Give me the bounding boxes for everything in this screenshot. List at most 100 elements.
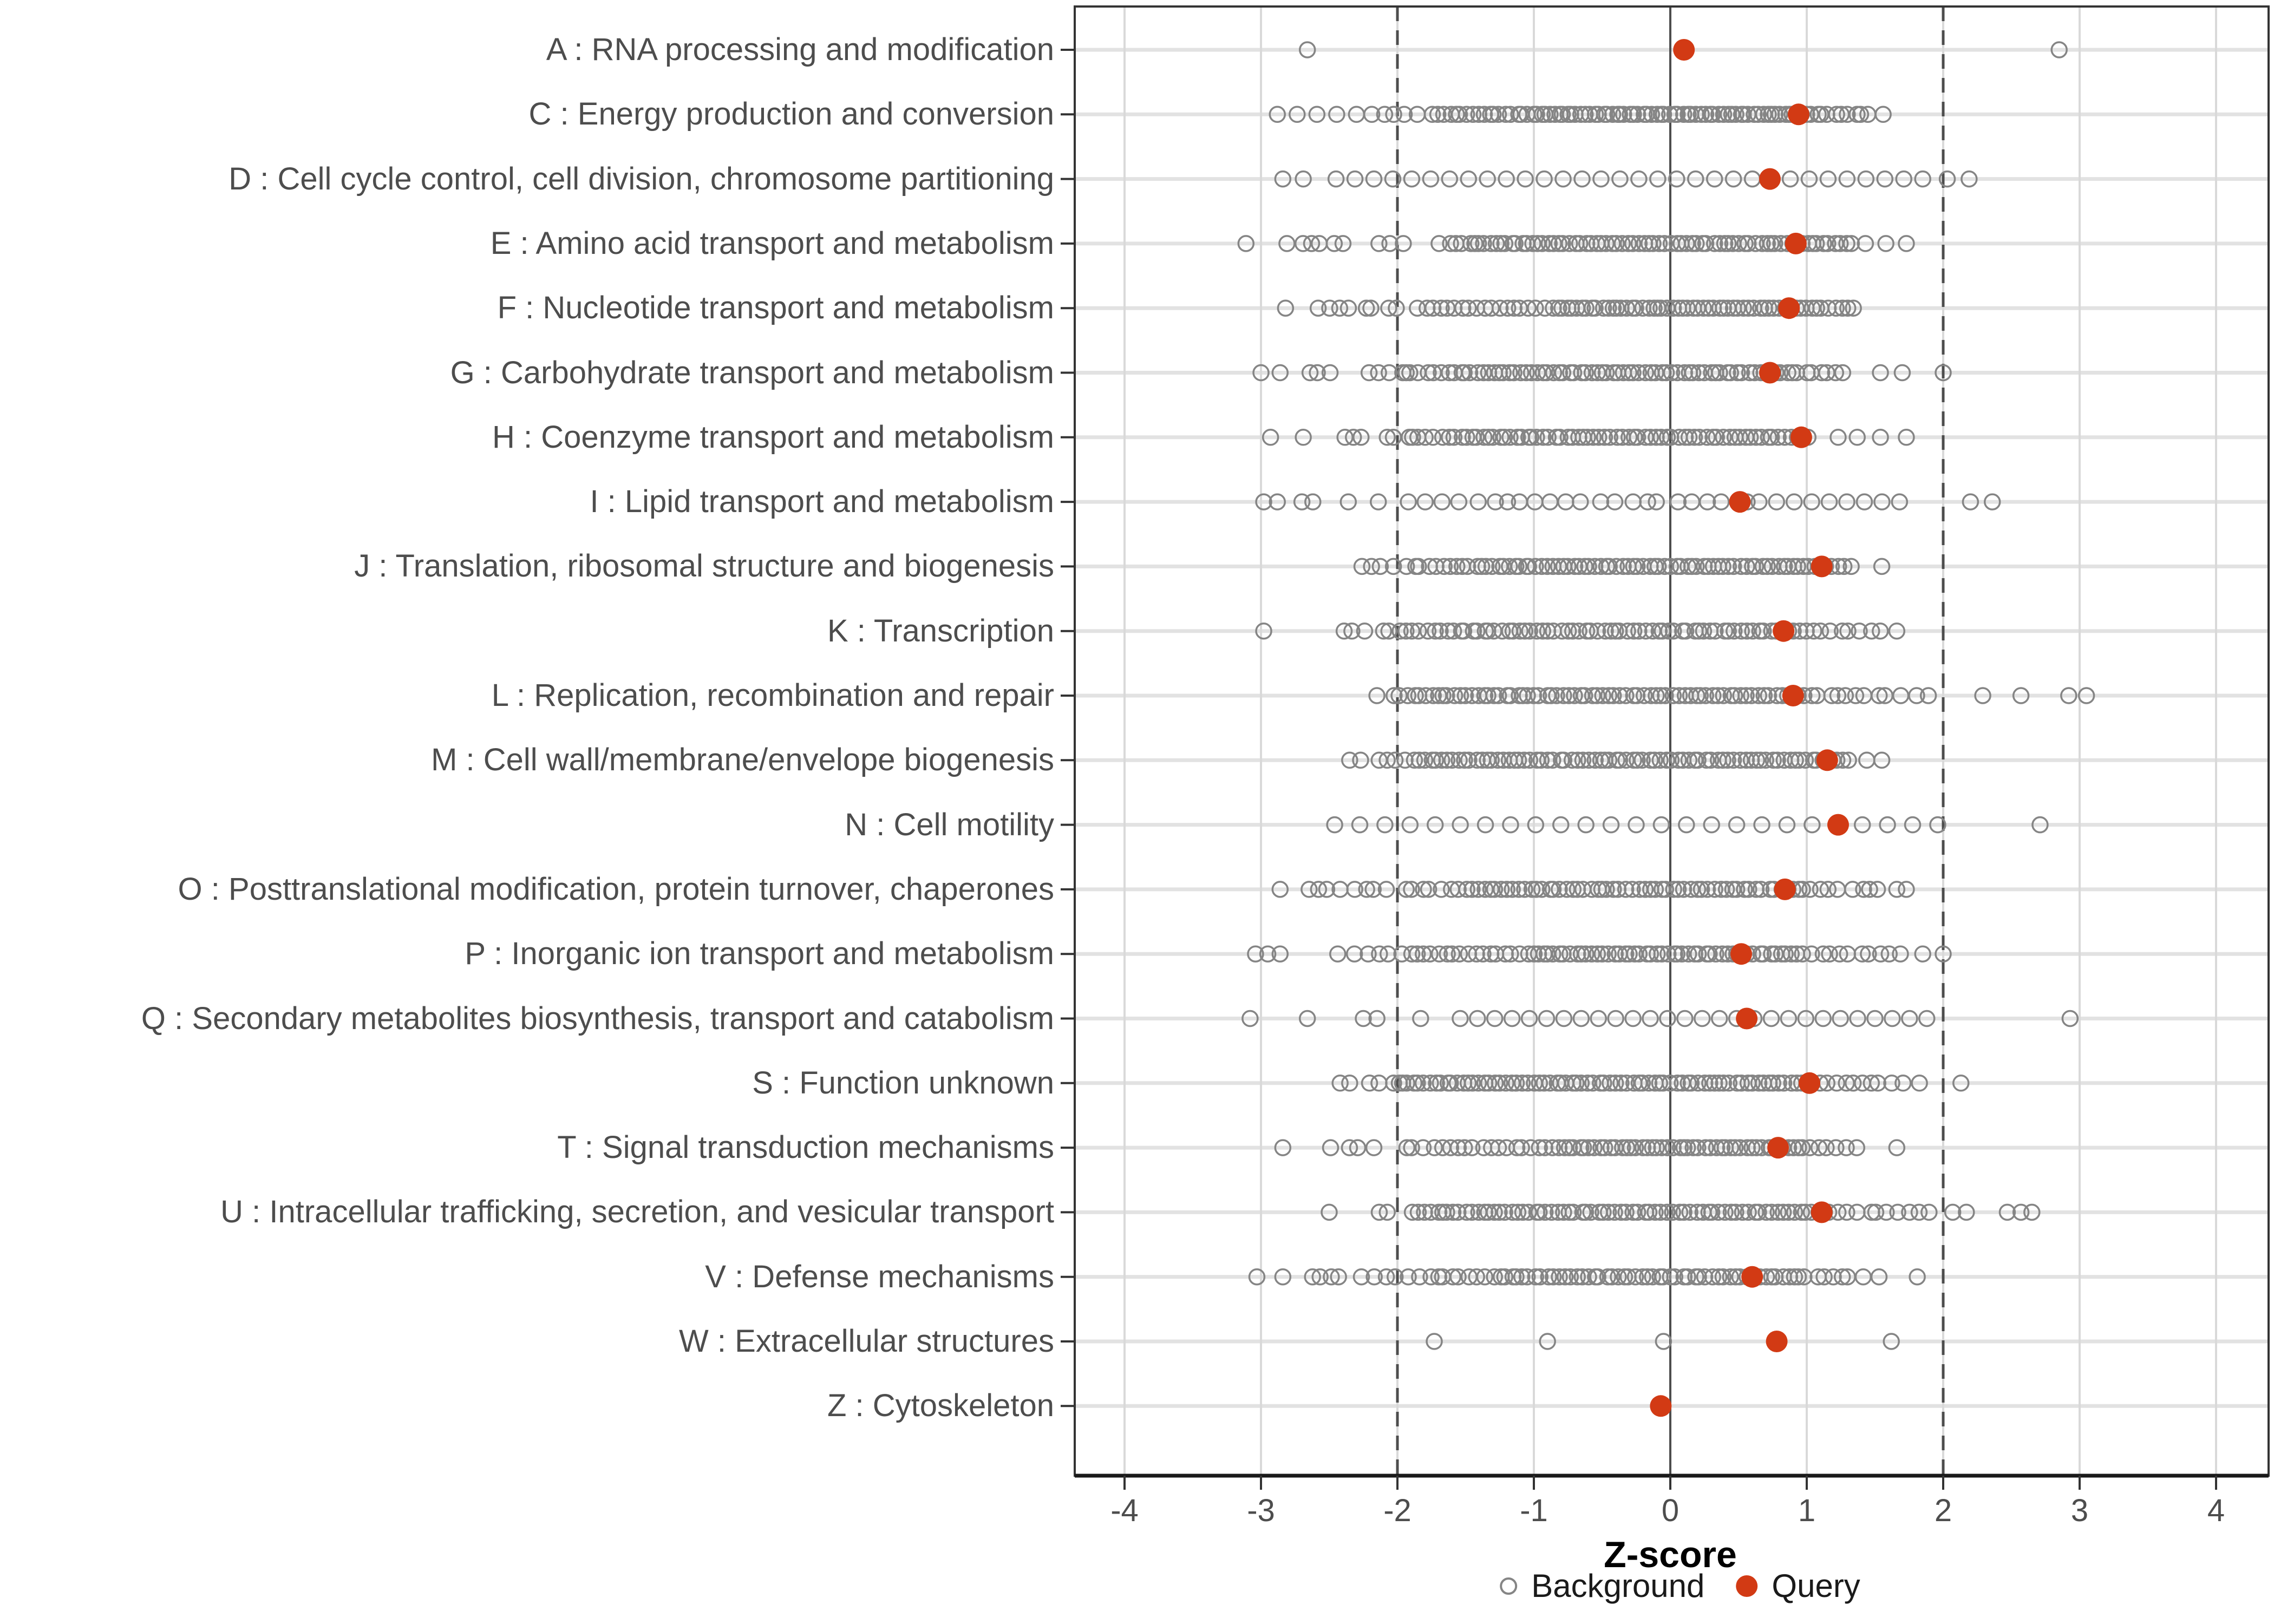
background-point xyxy=(1479,687,1497,704)
category-label-N: N : Cell motility xyxy=(845,807,1054,842)
background-point xyxy=(1888,622,1906,640)
background-point xyxy=(1533,881,1551,898)
background-point xyxy=(1363,106,1381,123)
background-point xyxy=(1586,299,1604,317)
background-point xyxy=(1722,1139,1740,1156)
background-point xyxy=(1274,1139,1292,1156)
background-point xyxy=(1724,170,1742,188)
background-point xyxy=(1370,235,1388,252)
background-point xyxy=(1502,816,1519,834)
query-point xyxy=(1782,685,1804,706)
background-point xyxy=(1958,1203,1975,1221)
background-point xyxy=(1863,1075,1880,1092)
background-point xyxy=(1648,106,1666,123)
background-point xyxy=(1962,493,1979,510)
background-point xyxy=(1486,1203,1503,1221)
category-label-J: J : Translation, ribosomal structure and… xyxy=(354,548,1054,584)
background-point xyxy=(1620,429,1638,446)
background-point xyxy=(1687,170,1704,188)
background-point xyxy=(1642,687,1660,704)
background-point xyxy=(1438,1203,1455,1221)
background-point xyxy=(1450,493,1468,510)
background-point xyxy=(1371,558,1389,575)
background-point xyxy=(1738,558,1755,575)
background-point xyxy=(1468,429,1485,446)
background-point xyxy=(1539,429,1557,446)
background-point xyxy=(1452,687,1469,704)
background-point xyxy=(1577,364,1594,382)
background-point xyxy=(1454,429,1471,446)
background-point xyxy=(1406,751,1423,769)
background-point xyxy=(1304,493,1322,510)
background-point xyxy=(1628,558,1646,575)
background-point xyxy=(1749,106,1767,123)
background-point xyxy=(1648,493,1665,510)
background-point xyxy=(1680,429,1698,446)
background-point xyxy=(1560,1203,1578,1221)
background-point xyxy=(1442,1075,1459,1092)
background-point xyxy=(1629,429,1646,446)
background-point xyxy=(1530,687,1547,704)
background-point xyxy=(1259,945,1277,962)
background-point xyxy=(1403,1203,1421,1221)
background-point xyxy=(1397,881,1415,898)
background-point xyxy=(1866,1010,1884,1027)
background-point xyxy=(1823,687,1841,704)
background-point xyxy=(1602,1075,1619,1092)
background-point xyxy=(1828,1075,1846,1092)
background-point xyxy=(1531,1139,1548,1156)
background-point xyxy=(1498,170,1515,188)
background-point xyxy=(1750,1203,1767,1221)
background-point xyxy=(1670,751,1687,769)
background-point xyxy=(1388,299,1405,317)
query-point xyxy=(1790,426,1812,448)
category-label-P: P : Inorganic ion transport and metaboli… xyxy=(465,936,1054,972)
background-point xyxy=(1517,170,1534,188)
background-point xyxy=(1813,364,1831,382)
background-point xyxy=(1424,429,1442,446)
background-point xyxy=(1871,687,1888,704)
legend: Background Query xyxy=(1500,1567,1860,1605)
background-point xyxy=(1408,945,1426,962)
background-point xyxy=(1891,493,1909,510)
background-point xyxy=(1935,945,1952,962)
background-point xyxy=(1561,235,1578,252)
background-point xyxy=(1531,1203,1548,1221)
background-point xyxy=(1482,751,1500,769)
background-point xyxy=(1685,429,1703,446)
background-point xyxy=(1423,106,1441,123)
background-point xyxy=(1704,1268,1722,1286)
background-point xyxy=(1442,235,1459,252)
background-point xyxy=(1682,1075,1700,1092)
background-point xyxy=(1834,299,1851,317)
background-point xyxy=(1554,170,1572,188)
background-point xyxy=(1430,235,1448,252)
background-point xyxy=(1706,235,1723,252)
background-point xyxy=(1711,235,1729,252)
background-point xyxy=(1550,558,1567,575)
background-point xyxy=(1612,1075,1630,1092)
background-point xyxy=(1848,429,1866,446)
background-point xyxy=(1522,429,1540,446)
background-point xyxy=(1898,881,1915,898)
background-point xyxy=(1769,1203,1787,1221)
background-point xyxy=(1331,1075,1349,1092)
background-point xyxy=(1764,1075,1781,1092)
background-point xyxy=(1522,1139,1539,1156)
background-point xyxy=(1733,364,1750,382)
background-point xyxy=(1810,1139,1828,1156)
background-point xyxy=(1743,1075,1761,1092)
background-point xyxy=(1901,1010,1918,1027)
background-point xyxy=(1584,429,1602,446)
background-point xyxy=(1714,751,1731,769)
background-point xyxy=(1518,1268,1536,1286)
background-point xyxy=(1609,429,1626,446)
background-point xyxy=(1974,687,1991,704)
background-point xyxy=(1720,235,1737,252)
background-point xyxy=(1625,622,1643,640)
background-point xyxy=(1832,235,1849,252)
background-point xyxy=(1728,816,1746,834)
background-point xyxy=(1750,1075,1768,1092)
background-point xyxy=(1510,751,1527,769)
background-point xyxy=(1844,881,1861,898)
